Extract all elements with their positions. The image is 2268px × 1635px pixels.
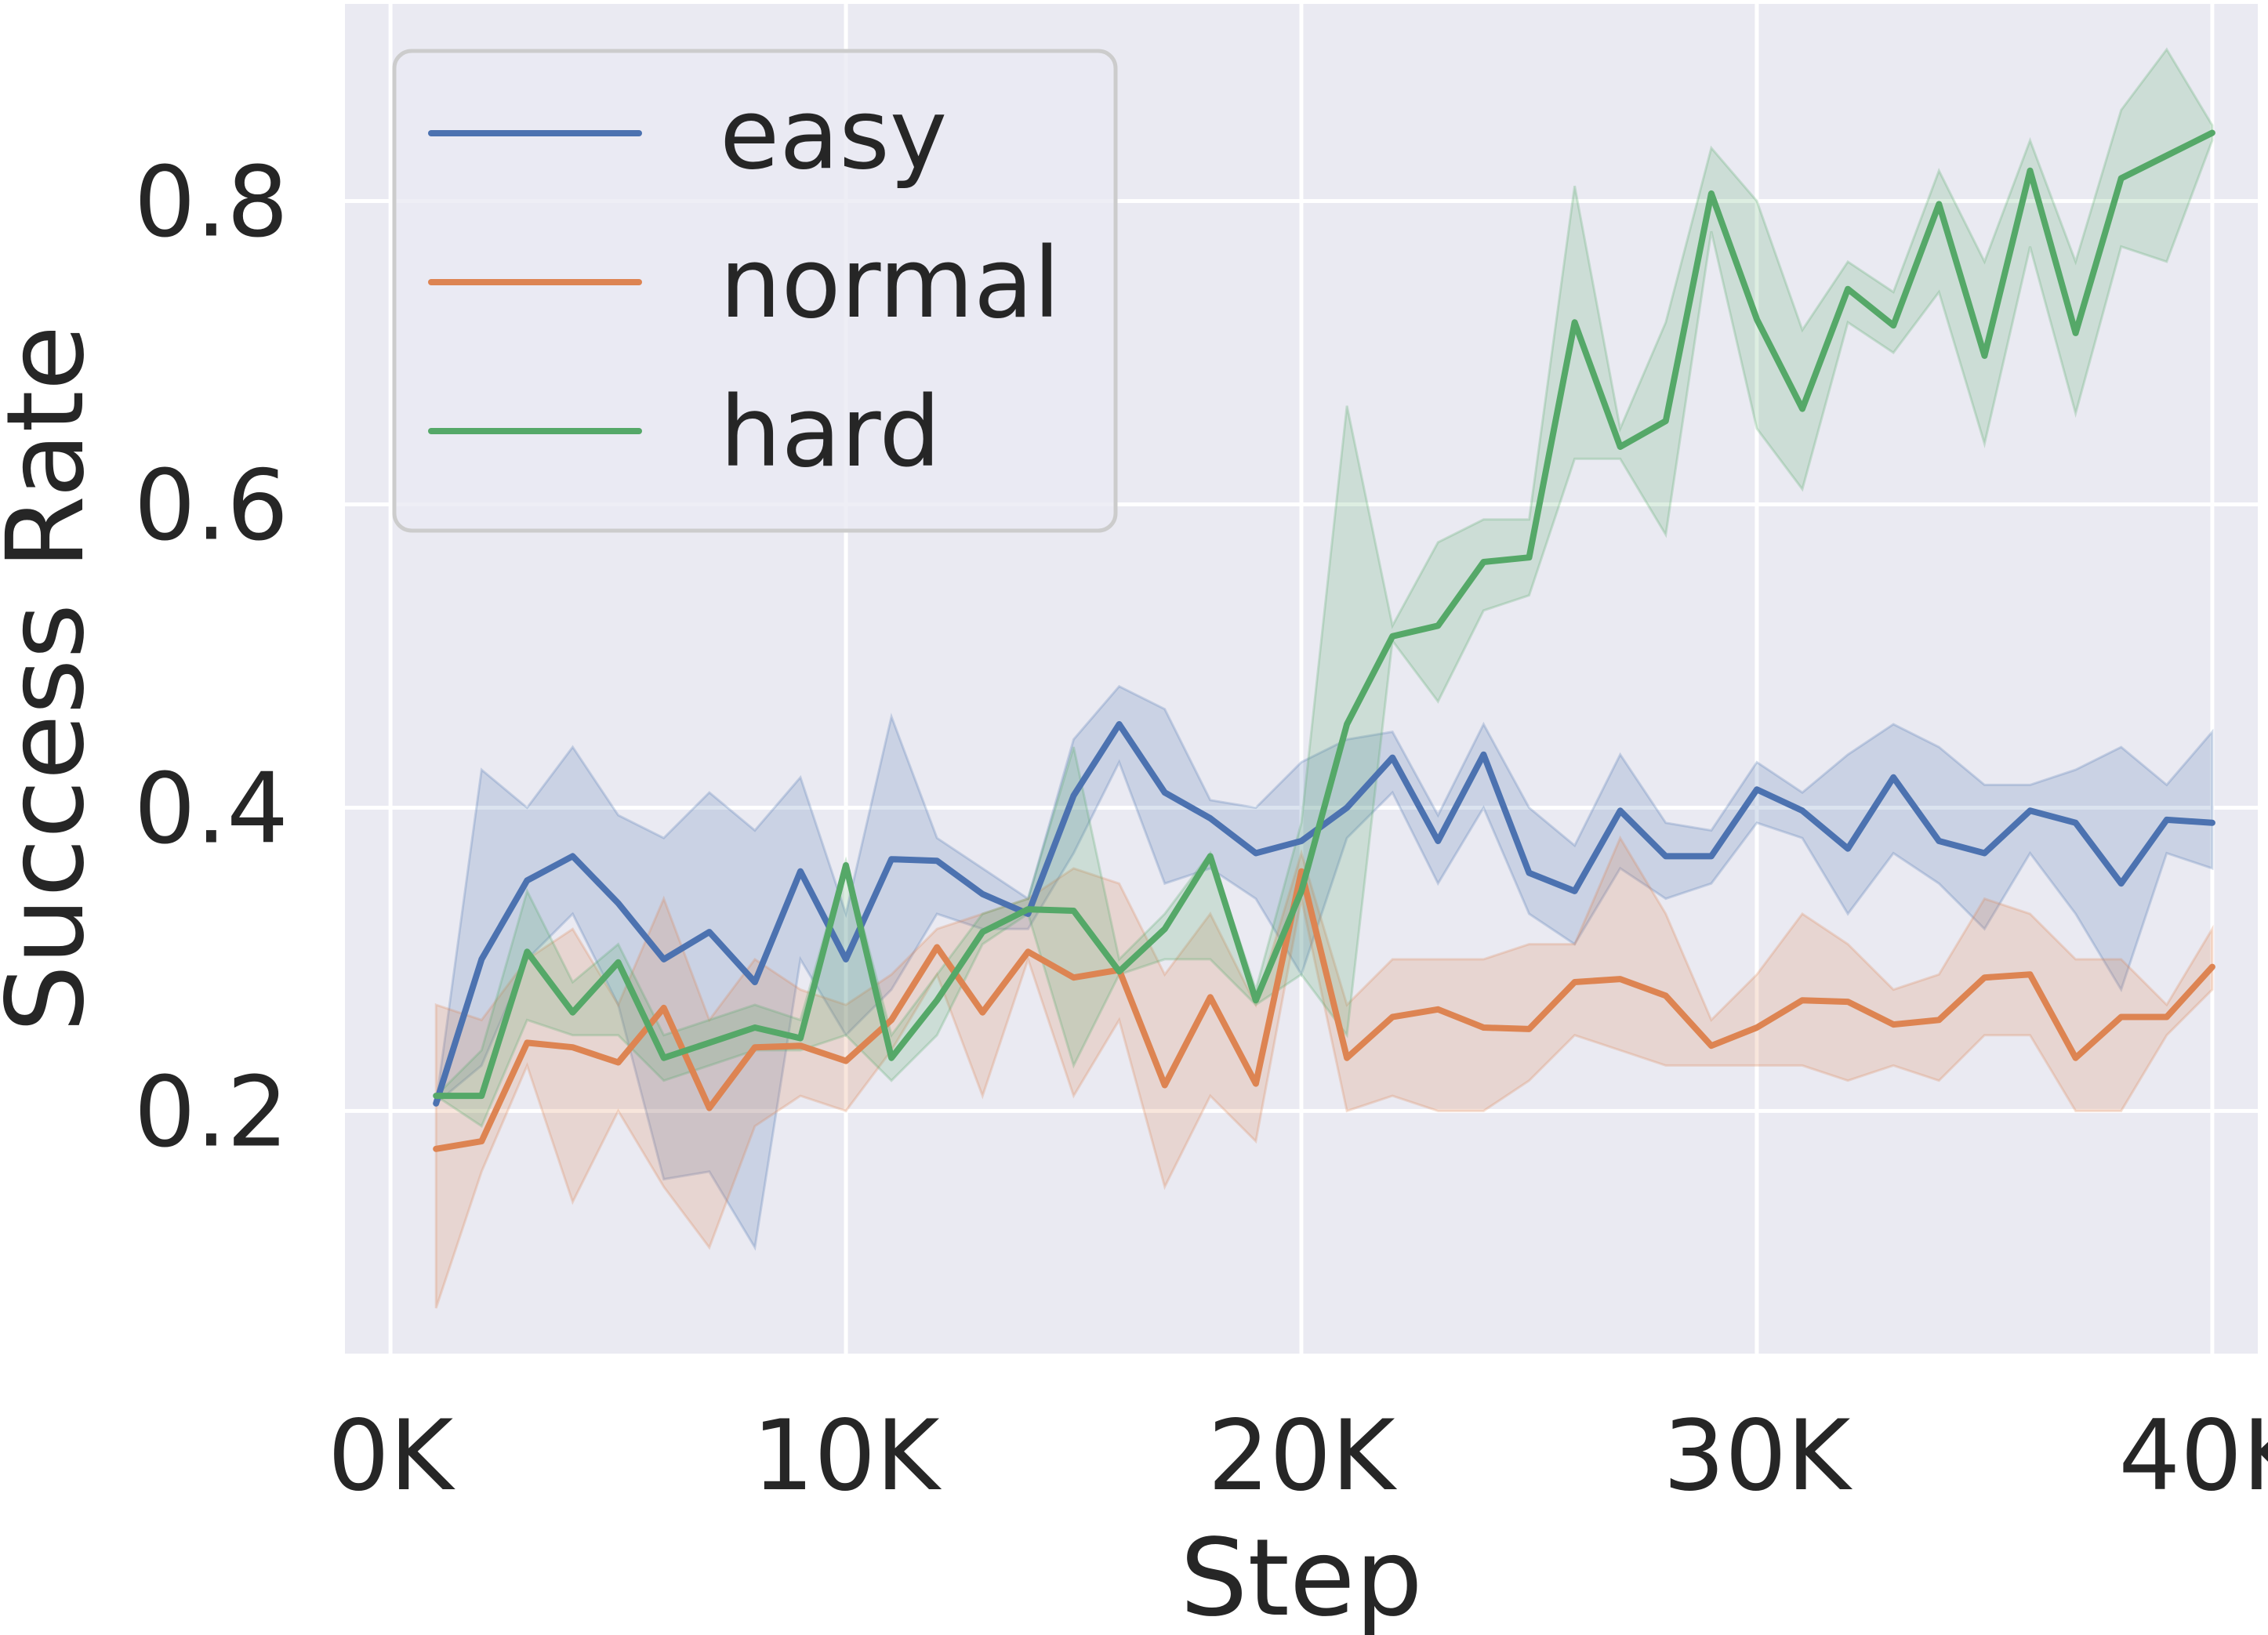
series-line-normal: [433, 868, 2215, 1152]
x-tick-label: 0K: [328, 1400, 455, 1513]
x-tick-label: 10K: [752, 1400, 942, 1513]
legend-box: [392, 49, 1118, 533]
y-tick-label: 0.4: [134, 752, 288, 865]
confidence-bands: [434, 47, 2214, 1309]
series-line-easy: [433, 721, 2215, 1107]
band-normal: [434, 835, 2214, 1309]
x-axis-label: Step: [1180, 1517, 1423, 1635]
series-lines: [433, 129, 2215, 1152]
x-tick-label: 30K: [1663, 1400, 1853, 1513]
x-tick-label: 20K: [1207, 1400, 1397, 1513]
y-tick-label: 0.2: [134, 1056, 288, 1169]
y-tick-label: 0.8: [134, 147, 288, 259]
y-tick-labels: 0.2 0.4 0.6 0.8: [134, 147, 288, 1169]
y-tick-label: 0.6: [134, 449, 288, 562]
legend-label-hard: hard: [720, 376, 941, 489]
x-tick-label: 40K: [2118, 1400, 2268, 1513]
legend: easy normal hard: [392, 49, 1118, 533]
y-axis-label: Success Rate: [0, 325, 108, 1033]
legend-label-normal: normal: [720, 227, 1060, 340]
series-line-hard: [433, 129, 2215, 1100]
x-tick-labels: 0K 10K 20K 30K 40K: [328, 1400, 2268, 1513]
band-easy: [434, 684, 2214, 1251]
legend-label-easy: easy: [720, 78, 947, 191]
